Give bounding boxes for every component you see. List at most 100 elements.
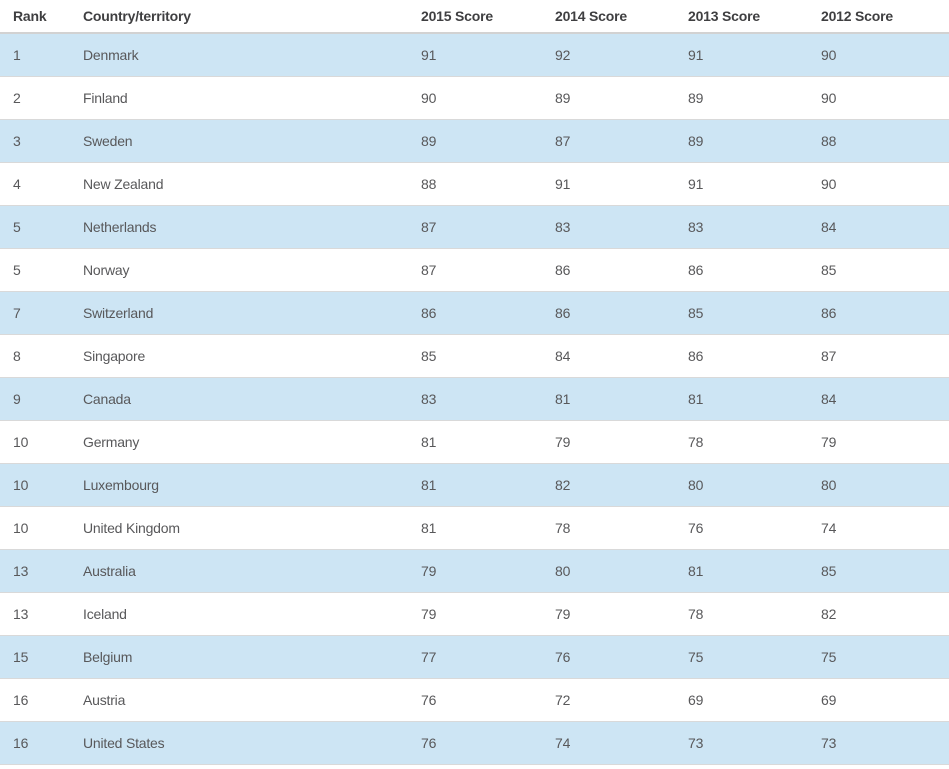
country-cell: Luxembourg <box>83 463 421 507</box>
country-cell: New Zealand <box>83 162 421 206</box>
score-2014-cell: 79 <box>555 592 688 636</box>
country-cell: Switzerland <box>83 291 421 335</box>
country-cell: Iceland <box>83 592 421 636</box>
score-2012-cell: 73 <box>821 721 949 765</box>
country-cell: United Kingdom <box>83 506 421 550</box>
score-2012-cell: 90 <box>821 162 949 206</box>
table-header: Rank Country/territory 2015 Score 2014 S… <box>0 0 949 34</box>
rank-cell: 8 <box>0 334 83 378</box>
score-2013-cell: 75 <box>688 635 821 679</box>
score-2014-cell: 72 <box>555 678 688 722</box>
score-2014-cell: 86 <box>555 291 688 335</box>
score-2014-cell: 80 <box>555 549 688 593</box>
table-row: 3 Sweden 89 87 89 88 <box>0 119 949 163</box>
score-2014-cell: 82 <box>555 463 688 507</box>
country-cell: Singapore <box>83 334 421 378</box>
score-2014-cell: 74 <box>555 721 688 765</box>
score-2015-cell: 87 <box>421 248 555 292</box>
score-2015-cell: 87 <box>421 205 555 249</box>
score-2013-cell: 73 <box>688 721 821 765</box>
score-2014-cell: 78 <box>555 506 688 550</box>
score-2015-cell: 86 <box>421 291 555 335</box>
country-cell: Denmark <box>83 33 421 77</box>
table-row: 10 Germany 81 79 78 79 <box>0 420 949 464</box>
rank-cell: 16 <box>0 678 83 722</box>
score-2013-cell: 81 <box>688 377 821 421</box>
score-2014-cell: 86 <box>555 248 688 292</box>
rank-cell: 13 <box>0 592 83 636</box>
column-header-rank: Rank <box>0 0 83 34</box>
table-row: 16 United States 76 74 73 73 <box>0 721 949 765</box>
table-body: 1 Denmark 91 92 91 90 2 Finland 90 89 89 90 3 Sweden 8… <box>0 33 949 765</box>
rank-cell: 5 <box>0 205 83 249</box>
column-header-2013-score: 2013 Score <box>688 0 821 34</box>
score-2015-cell: 89 <box>421 119 555 163</box>
score-2013-cell: 69 <box>688 678 821 722</box>
table-row: 10 United Kingdom 81 78 76 74 <box>0 506 949 550</box>
score-2012-cell: 90 <box>821 33 949 77</box>
score-2013-cell: 91 <box>688 33 821 77</box>
score-2013-cell: 89 <box>688 76 821 120</box>
score-2012-cell: 86 <box>821 291 949 335</box>
rank-cell: 1 <box>0 33 83 77</box>
score-2013-cell: 86 <box>688 334 821 378</box>
column-header-2015-score: 2015 Score <box>421 0 555 34</box>
table-row: 13 Iceland 79 79 78 82 <box>0 592 949 636</box>
score-2012-cell: 84 <box>821 377 949 421</box>
table-row: 10 Luxembourg 81 82 80 80 <box>0 463 949 507</box>
score-2015-cell: 76 <box>421 721 555 765</box>
score-2012-cell: 84 <box>821 205 949 249</box>
rank-cell: 2 <box>0 76 83 120</box>
score-2015-cell: 85 <box>421 334 555 378</box>
column-header-2012-score: 2012 Score <box>821 0 949 34</box>
table-row: 7 Switzerland 86 86 85 86 <box>0 291 949 335</box>
score-2013-cell: 76 <box>688 506 821 550</box>
score-2015-cell: 79 <box>421 592 555 636</box>
rank-cell: 7 <box>0 291 83 335</box>
rank-cell: 10 <box>0 463 83 507</box>
score-2014-cell: 87 <box>555 119 688 163</box>
score-2015-cell: 90 <box>421 76 555 120</box>
table-row: 16 Austria 76 72 69 69 <box>0 678 949 722</box>
rank-cell: 16 <box>0 721 83 765</box>
country-cell: United States <box>83 721 421 765</box>
score-2012-cell: 75 <box>821 635 949 679</box>
score-2012-cell: 85 <box>821 248 949 292</box>
score-2014-cell: 76 <box>555 635 688 679</box>
score-2012-cell: 69 <box>821 678 949 722</box>
table-row: 5 Norway 87 86 86 85 <box>0 248 949 292</box>
table-row: 8 Singapore 85 84 86 87 <box>0 334 949 378</box>
score-2014-cell: 81 <box>555 377 688 421</box>
column-header-2014-score: 2014 Score <box>555 0 688 34</box>
country-cell: Australia <box>83 549 421 593</box>
table-row: 13 Australia 79 80 81 85 <box>0 549 949 593</box>
table-row: 2 Finland 90 89 89 90 <box>0 76 949 120</box>
score-2014-cell: 83 <box>555 205 688 249</box>
table-row: 9 Canada 83 81 81 84 <box>0 377 949 421</box>
score-2014-cell: 91 <box>555 162 688 206</box>
score-2012-cell: 90 <box>821 76 949 120</box>
country-cell: Canada <box>83 377 421 421</box>
score-2012-cell: 74 <box>821 506 949 550</box>
country-cell: Norway <box>83 248 421 292</box>
score-2013-cell: 91 <box>688 162 821 206</box>
score-2015-cell: 79 <box>421 549 555 593</box>
score-2013-cell: 83 <box>688 205 821 249</box>
score-2015-cell: 76 <box>421 678 555 722</box>
rank-cell: 13 <box>0 549 83 593</box>
rank-cell: 3 <box>0 119 83 163</box>
score-2013-cell: 80 <box>688 463 821 507</box>
country-cell: Finland <box>83 76 421 120</box>
score-2013-cell: 89 <box>688 119 821 163</box>
country-cell: Austria <box>83 678 421 722</box>
table-row: 5 Netherlands 87 83 83 84 <box>0 205 949 249</box>
rank-cell: 10 <box>0 506 83 550</box>
rank-cell: 15 <box>0 635 83 679</box>
table-row: 15 Belgium 77 76 75 75 <box>0 635 949 679</box>
rank-cell: 4 <box>0 162 83 206</box>
score-2012-cell: 88 <box>821 119 949 163</box>
country-cell: Germany <box>83 420 421 464</box>
score-2015-cell: 91 <box>421 33 555 77</box>
column-header-country: Country/territory <box>83 0 421 34</box>
rank-cell: 5 <box>0 248 83 292</box>
